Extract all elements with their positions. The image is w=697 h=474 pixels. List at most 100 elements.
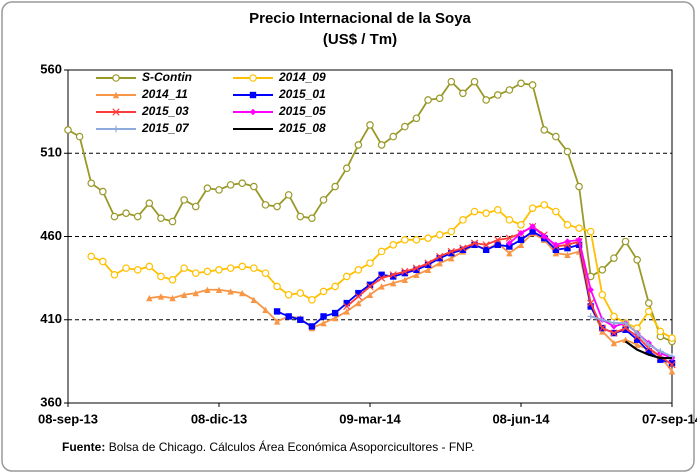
marker: [355, 289, 362, 297]
legend-marker: [112, 74, 120, 82]
marker: [517, 236, 525, 244]
marker: [645, 348, 652, 355]
y-tick-label: 460: [40, 228, 62, 243]
marker: [355, 299, 362, 307]
marker: [540, 201, 549, 209]
marker: [366, 121, 374, 129]
marker: [296, 289, 305, 297]
marker: [587, 313, 594, 320]
marker: [99, 257, 107, 266]
marker: [146, 294, 153, 302]
marker: [203, 267, 212, 276]
marker: [622, 319, 629, 327]
marker: [273, 202, 281, 211]
marker: [366, 282, 374, 291]
marker: [366, 259, 374, 267]
marker: [250, 182, 258, 191]
marker: [586, 227, 595, 236]
marker: [273, 308, 281, 315]
source-label: Fuente:: [62, 440, 106, 454]
marker: [215, 265, 223, 274]
marker: [75, 132, 84, 141]
marker: [133, 212, 142, 221]
legend-label: 2015_08: [278, 121, 326, 135]
marker: [377, 247, 386, 256]
marker: [621, 237, 630, 246]
marker: [389, 132, 398, 141]
marker: [238, 262, 247, 271]
series-line: [624, 340, 672, 360]
marker: [226, 181, 235, 189]
marker: [342, 272, 351, 281]
marker: [215, 286, 223, 293]
marker: [424, 234, 432, 242]
marker: [633, 256, 641, 264]
marker: [378, 283, 385, 290]
source-text: Bolsa de Chicago. Cálculos Área Económic…: [108, 440, 475, 454]
marker: [250, 264, 258, 272]
x-tick-label: 07-sep-14: [642, 411, 697, 426]
legend-label: 2015_01: [278, 87, 326, 101]
marker: [377, 274, 386, 282]
marker: [390, 273, 397, 280]
marker: [157, 272, 165, 281]
marker: [204, 286, 211, 293]
marker: [401, 236, 409, 244]
marker: [587, 303, 594, 310]
marker: [133, 265, 142, 274]
marker: [633, 329, 641, 337]
marker: [506, 239, 513, 247]
x-tick-label: 09-mar-14: [339, 411, 401, 426]
marker: [644, 307, 653, 316]
marker: [284, 290, 293, 299]
marker: [644, 299, 653, 307]
marker: [633, 336, 641, 343]
marker: [506, 243, 513, 250]
marker: [493, 206, 502, 214]
marker: [436, 259, 443, 267]
marker: [541, 233, 548, 240]
marker: [610, 319, 618, 327]
marker: [412, 264, 421, 272]
marker: [482, 209, 490, 217]
marker: [598, 265, 607, 274]
marker: [169, 294, 176, 302]
legend-label: 2014_11: [141, 87, 188, 101]
y-tick-label: 560: [40, 61, 62, 76]
marker: [413, 266, 420, 273]
marker: [122, 209, 130, 217]
legend-label: 2015_03: [141, 104, 189, 118]
marker: [528, 81, 537, 89]
marker: [668, 361, 676, 369]
marker: [598, 290, 607, 299]
marker: [424, 259, 432, 267]
marker: [447, 227, 456, 236]
marker: [599, 328, 606, 335]
marker: [377, 141, 386, 149]
marker: [354, 265, 363, 274]
marker: [366, 281, 374, 288]
marker: [645, 341, 652, 348]
marker: [390, 279, 397, 287]
marker: [610, 329, 618, 337]
marker: [87, 252, 96, 261]
marker: [587, 299, 595, 307]
marker: [494, 236, 502, 244]
marker: [517, 79, 525, 88]
marker: [575, 224, 583, 232]
marker: [250, 296, 258, 303]
source-note: Fuente: Bolsa de Chicago. Cálculos Área …: [62, 440, 582, 454]
marker: [668, 368, 676, 375]
marker: [517, 241, 525, 249]
marker: [424, 261, 432, 269]
marker: [331, 309, 339, 317]
legend-marker: [249, 108, 257, 116]
marker: [657, 356, 664, 363]
y-tick-label: 360: [40, 394, 62, 409]
marker: [529, 228, 536, 235]
marker: [180, 196, 188, 204]
marker: [599, 316, 606, 323]
marker: [64, 126, 72, 134]
marker: [145, 262, 154, 271]
